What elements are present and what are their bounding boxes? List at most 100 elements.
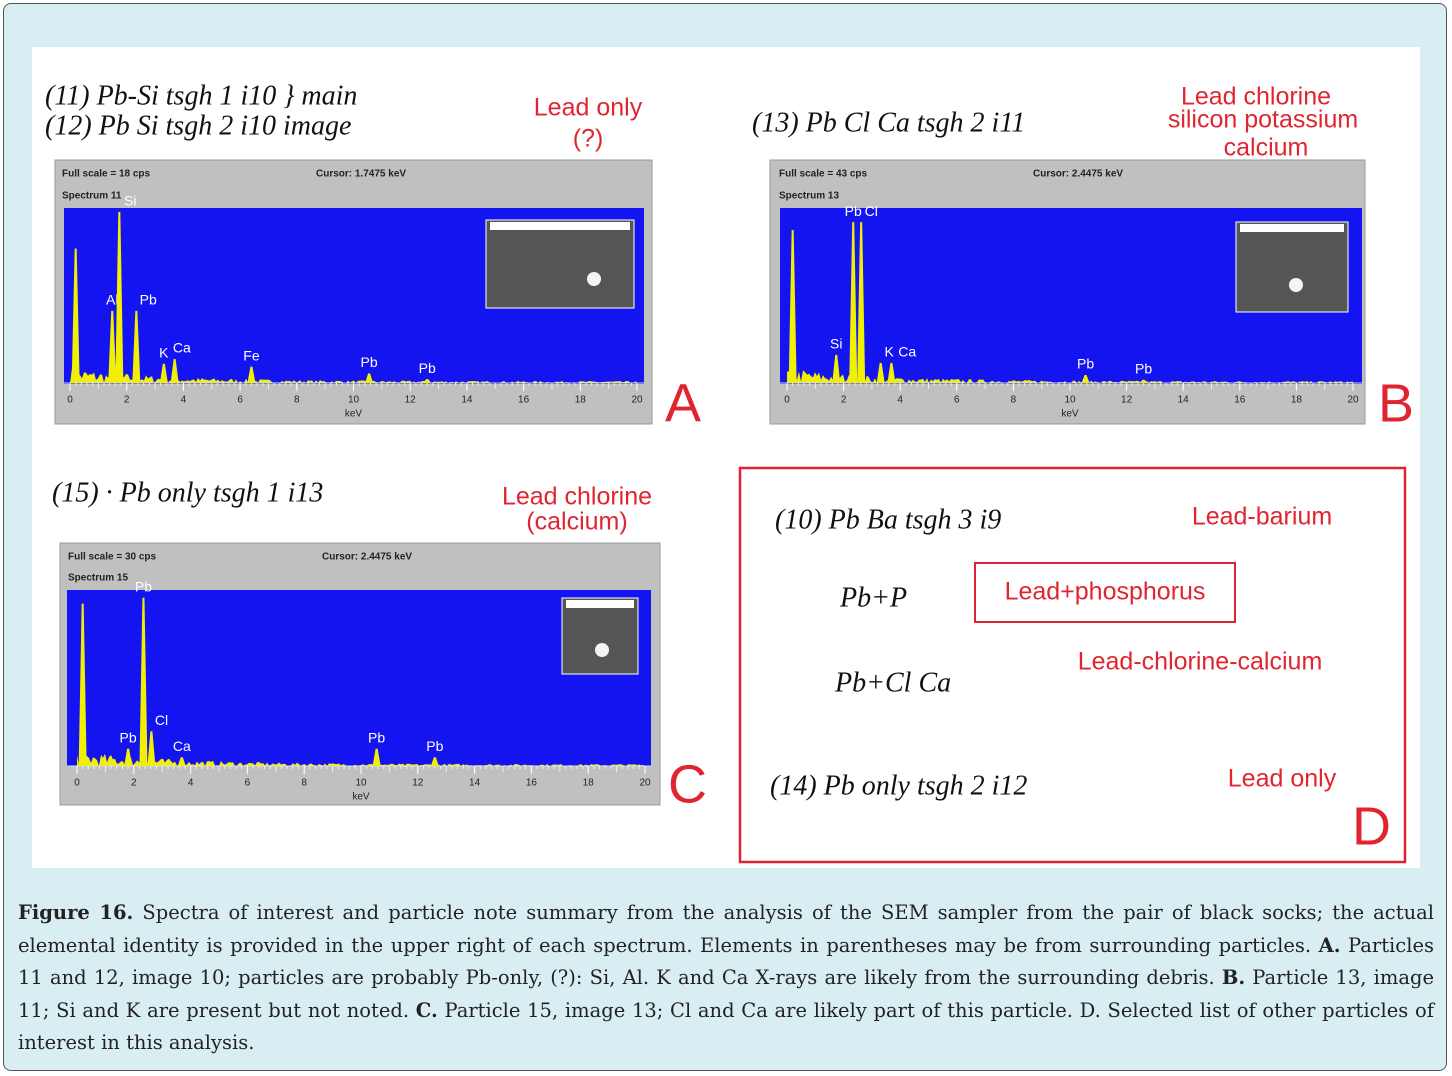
peak	[372, 748, 381, 766]
scale-bar	[1240, 224, 1344, 232]
x-tick-label: 14	[461, 395, 473, 406]
x-tick-label: 0	[74, 778, 80, 789]
peak	[1081, 374, 1090, 383]
peak	[159, 363, 168, 383]
peak-label: Pb	[1077, 356, 1094, 372]
particle	[595, 643, 609, 657]
handwritten-note: Pb+P	[839, 582, 907, 613]
spectrum-info: Spectrum 13	[779, 191, 839, 202]
panel-letter: C	[668, 754, 707, 814]
panel-letter: D	[1352, 796, 1391, 856]
x-tick-label: 6	[954, 395, 960, 406]
peak	[132, 310, 141, 383]
element-annotation: Lead only	[1228, 765, 1337, 793]
x-tick-label: 20	[1347, 395, 1359, 406]
peak-label: Pb	[120, 729, 137, 745]
peak-label: Pb	[140, 292, 157, 308]
peak	[1139, 379, 1148, 383]
peak-label: Si	[124, 193, 136, 209]
peak	[124, 748, 133, 766]
spectrum-info: Full scale = 18 cps	[62, 169, 151, 180]
peak	[177, 757, 186, 766]
peak-label: Cl	[865, 203, 878, 219]
handwritten-note: (11) Pb-Si tsgh 1 i10 } main	[45, 80, 357, 111]
x-tick-label: 6	[245, 778, 251, 789]
spectrum-info: Cursor: 2.4475 keV	[322, 552, 412, 563]
x-tick-label: 16	[518, 395, 530, 406]
peak	[849, 222, 858, 383]
element-annotation: (?)	[573, 125, 604, 153]
continuum	[70, 368, 637, 383]
peak	[108, 310, 117, 383]
x-tick-label: 10	[348, 395, 360, 406]
x-tick-label: 10	[355, 778, 367, 789]
peak-label: Fe	[243, 347, 260, 363]
x-tick-label: 8	[301, 778, 307, 789]
element-annotation: Lead-barium	[1192, 503, 1332, 531]
peak-label: Pb	[845, 203, 862, 219]
spectrum-info: Cursor: 2.4475 keV	[1033, 169, 1123, 180]
sem-image	[561, 597, 639, 675]
x-tick-label: 14	[1178, 395, 1190, 406]
x-tick-label: 4	[181, 395, 187, 406]
peak-label: Pb	[135, 579, 152, 595]
continuum	[787, 368, 1353, 383]
peak	[170, 358, 179, 383]
caption-text: Particle 13, image 11; Si and K are pres…	[18, 966, 1434, 1022]
spectrum-info: Full scale = 43 cps	[779, 169, 868, 180]
x-tick-label: 10	[1064, 395, 1076, 406]
x-tick-label: 14	[469, 778, 481, 789]
handwritten-note: Pb+Cl Ca	[834, 667, 951, 698]
caption-label: Figure 16.	[18, 901, 134, 924]
x-tick-label: 18	[583, 778, 595, 789]
caption: Figure 16. Spectra of interest and parti…	[18, 897, 1434, 1060]
element-annotation: (calcium)	[526, 508, 627, 536]
x-tick-label: 8	[1011, 395, 1017, 406]
peak	[876, 362, 885, 383]
caption-text: Particle 15, image 13; Cl and Ca are lik…	[18, 998, 1434, 1055]
particle	[1289, 278, 1303, 292]
scale-bar	[490, 222, 630, 230]
x-tick-label: 12	[1121, 395, 1133, 406]
x-tick-label: 12	[405, 395, 417, 406]
peak	[788, 230, 797, 383]
peak	[247, 366, 256, 383]
spectrum-info: Full scale = 30 cps	[68, 552, 157, 563]
handwritten-note: (14) Pb only tsgh 2 i12	[770, 770, 1027, 801]
peak-label: Si	[830, 336, 842, 352]
peak	[857, 222, 866, 383]
peak-label: Pb	[1135, 360, 1152, 376]
particle	[587, 272, 601, 286]
peak-label: Pb	[426, 738, 443, 754]
caption-text: Spectra of interest and particle note su…	[18, 901, 1434, 957]
peak-label: Ca	[173, 738, 191, 754]
peak-label: Ca	[173, 340, 191, 356]
x-tick-label: 2	[841, 395, 847, 406]
scale-bar	[566, 600, 634, 608]
caption-text: Particles 11 and 12, image 10; particles…	[18, 933, 1434, 990]
caption-label: B.	[1221, 966, 1246, 989]
panel-d-frame	[738, 466, 1407, 864]
handwritten-note: (13) Pb Cl Ca tsgh 2 i11	[752, 107, 1025, 138]
x-tick-label: 8	[294, 395, 300, 406]
peak-label: Pb	[361, 354, 378, 370]
panel-letter: B	[1378, 373, 1414, 433]
element-annotation: Lead chlorine	[502, 483, 652, 511]
x-axis-label: keV	[1061, 409, 1079, 420]
peak-label: K	[159, 344, 169, 360]
caption-label: A.	[1318, 933, 1341, 957]
spectrum-info: Spectrum 15	[68, 573, 128, 584]
handwritten-note: (10) Pb Ba tsgh 3 i9	[775, 504, 1001, 535]
peak	[430, 757, 439, 766]
label-box	[974, 562, 1236, 623]
peak	[115, 211, 124, 383]
element-annotation: calcium	[1224, 134, 1309, 162]
spectrum-info: Cursor: 1.7475 keV	[316, 169, 406, 180]
x-tick-label: 20	[639, 778, 651, 789]
x-axis-label: keV	[352, 792, 370, 803]
x-tick-label: 0	[67, 395, 73, 406]
peak	[139, 597, 148, 766]
peak-label: Pb	[368, 729, 385, 745]
x-tick-label: 2	[124, 395, 130, 406]
